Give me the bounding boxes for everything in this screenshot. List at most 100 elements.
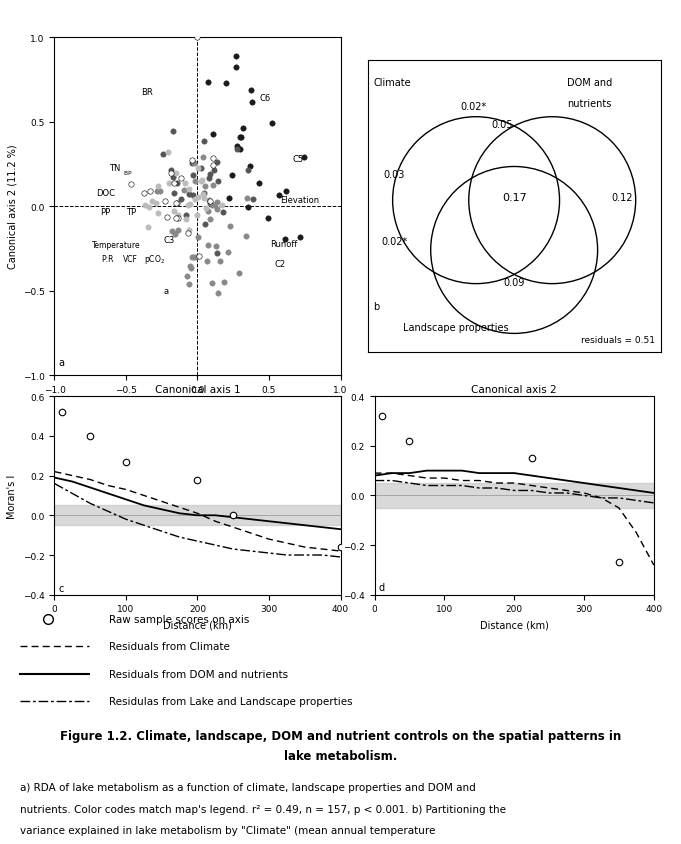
Point	[212, 176, 223, 189]
Point	[180, 177, 191, 191]
Point	[143, 202, 154, 215]
X-axis label: Canonical axis 1 (30.5 %): Canonical axis 1 (30.5 %)	[136, 400, 259, 410]
Point	[190, 176, 201, 189]
Point	[176, 193, 187, 207]
Point	[167, 225, 178, 239]
Point	[151, 197, 162, 210]
Point	[216, 199, 227, 213]
Text: Temperature: Temperature	[92, 241, 140, 250]
Point	[192, 230, 203, 244]
Text: residuals = 0.51: residuals = 0.51	[581, 335, 654, 344]
Point	[189, 192, 200, 206]
Point	[211, 196, 222, 209]
Point	[203, 240, 214, 253]
Point	[165, 164, 176, 177]
Point	[56, 406, 67, 419]
Text: $\mathregular{_{BP}}$: $\mathregular{_{BP}}$	[123, 169, 133, 177]
Text: VCF: VCF	[123, 255, 138, 263]
Text: 0.02*: 0.02*	[381, 237, 407, 247]
Point	[194, 251, 205, 264]
Text: PP: PP	[100, 208, 110, 216]
Point	[183, 182, 194, 196]
Text: Elevation: Elevation	[281, 196, 319, 204]
Point	[208, 165, 219, 178]
Point	[183, 224, 194, 237]
Point	[169, 177, 180, 191]
Point	[139, 187, 150, 201]
Point	[184, 260, 195, 273]
Text: 0.02*: 0.02*	[460, 102, 486, 112]
Point	[212, 156, 223, 170]
Point	[121, 456, 131, 469]
Point	[526, 452, 537, 465]
Point	[247, 193, 258, 207]
Point	[185, 198, 196, 212]
Point	[213, 287, 224, 300]
Text: C2: C2	[275, 260, 286, 268]
Point	[237, 122, 248, 136]
Point	[186, 154, 197, 168]
Text: Residulas from Lake and Landscape properties: Residulas from Lake and Landscape proper…	[109, 696, 353, 706]
Point	[242, 201, 253, 214]
Point	[230, 62, 241, 75]
Bar	[375, 484, 654, 508]
Point	[263, 212, 274, 225]
Point	[404, 435, 415, 448]
Point	[191, 251, 202, 264]
Point	[200, 180, 210, 193]
X-axis label: Distance (km): Distance (km)	[479, 619, 549, 630]
Point	[157, 149, 168, 162]
Point	[208, 159, 219, 172]
Point	[191, 208, 202, 222]
Point	[184, 188, 195, 202]
Point	[168, 187, 179, 201]
Point	[227, 509, 238, 522]
Point	[140, 199, 151, 213]
Bar	[54, 506, 340, 526]
Point	[176, 172, 187, 186]
Point	[192, 31, 203, 45]
Point	[167, 125, 178, 138]
Point	[170, 212, 181, 225]
Point	[243, 164, 254, 177]
Point	[335, 541, 346, 555]
Point	[170, 197, 181, 210]
Point	[208, 127, 219, 141]
Title: Canonical axis 2: Canonical axis 2	[471, 385, 557, 394]
Point	[172, 177, 183, 191]
Point	[206, 198, 217, 212]
Text: b: b	[374, 302, 380, 312]
Point	[211, 246, 222, 260]
Point	[279, 233, 290, 246]
Point	[193, 191, 204, 204]
Text: a) RDA of lake metabolism as a function of climate, landscape properties and DOM: a) RDA of lake metabolism as a function …	[20, 782, 476, 793]
Point	[294, 231, 305, 245]
Point	[235, 143, 246, 157]
Point	[241, 230, 252, 244]
Point	[202, 255, 212, 268]
Point	[246, 95, 257, 109]
Point	[200, 202, 211, 215]
Point	[225, 219, 236, 233]
Text: Raw sample scores on axis: Raw sample scores on axis	[109, 614, 249, 625]
Point	[172, 197, 183, 211]
Point	[198, 187, 209, 200]
Y-axis label: Canonical axis 2 (11.2 %): Canonical axis 2 (11.2 %)	[7, 144, 17, 269]
Point	[236, 131, 247, 144]
Point	[204, 195, 215, 208]
Point	[180, 214, 191, 227]
Point	[192, 473, 203, 487]
Point	[281, 185, 291, 198]
Text: TN: TN	[109, 164, 121, 172]
Text: C6: C6	[259, 95, 270, 103]
Point	[232, 143, 243, 156]
Point	[188, 169, 199, 182]
Text: P:R: P:R	[101, 255, 114, 263]
Point	[234, 267, 244, 280]
Point	[235, 131, 246, 144]
Point	[198, 135, 209, 149]
Point	[266, 117, 277, 131]
Text: a: a	[163, 287, 169, 295]
Point	[126, 177, 137, 191]
Point	[202, 205, 213, 219]
